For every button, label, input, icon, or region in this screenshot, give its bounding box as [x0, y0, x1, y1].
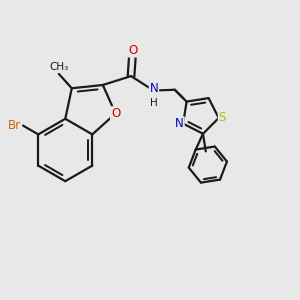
Text: O: O [111, 107, 120, 120]
Text: N: N [175, 117, 184, 130]
Text: CH₃: CH₃ [49, 62, 68, 72]
Text: Br: Br [8, 119, 21, 132]
Text: O: O [128, 44, 137, 57]
Text: S: S [219, 112, 226, 124]
Text: H: H [150, 98, 158, 108]
Text: N: N [150, 82, 158, 95]
